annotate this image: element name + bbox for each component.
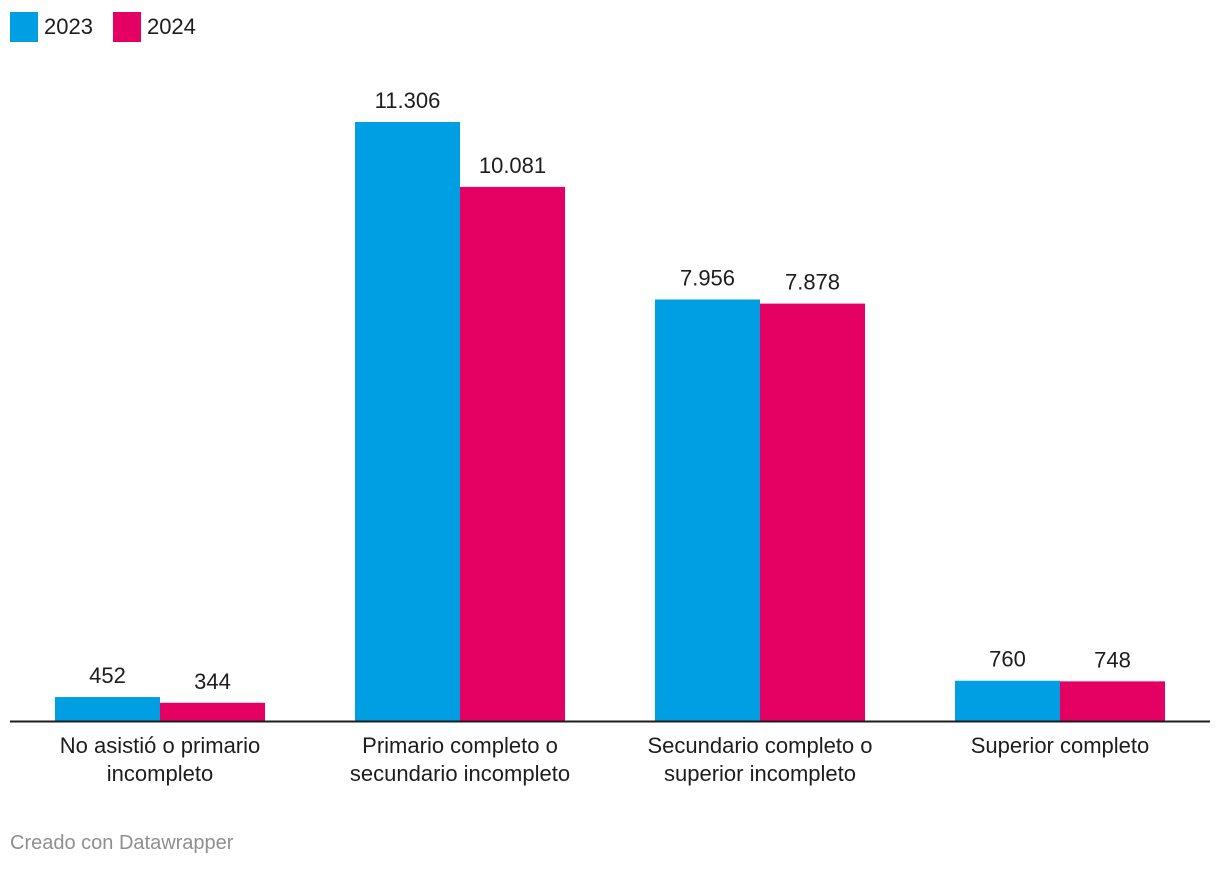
data-label-2023-0: 452 xyxy=(89,663,126,688)
x-tick-label-3: Superior completo xyxy=(971,733,1150,758)
bar-2023-3 xyxy=(955,680,1060,721)
data-label-2023-2: 7.956 xyxy=(680,265,735,290)
bar-2024-3 xyxy=(1060,681,1165,721)
legend: 2023 2024 xyxy=(10,12,196,42)
bar-2024-2 xyxy=(760,303,865,721)
legend-item-2024: 2024 xyxy=(112,12,196,42)
legend-item-2023: 2023 xyxy=(10,12,93,42)
bar-2023-0 xyxy=(55,697,160,721)
bar-2023-1 xyxy=(355,122,460,721)
legend-label-2023: 2023 xyxy=(44,14,93,39)
legend-swatch-2023 xyxy=(10,12,38,42)
bar-chart: 452 11.306 7.956 760 344 10.081 7.878 748 No asi… xyxy=(10,88,1210,786)
credit-text: Creado con Datawrapper xyxy=(10,832,234,854)
bar-2023-2 xyxy=(655,299,760,721)
bar-2024-1 xyxy=(460,186,565,722)
data-label-2024-3: 748 xyxy=(1094,647,1131,672)
data-label-2024-0: 344 xyxy=(194,669,231,694)
legend-label-2024: 2024 xyxy=(146,14,196,39)
data-label-2024-1: 10.081 xyxy=(479,153,546,178)
x-tick-label-2: Secundario completo o superior incompleto xyxy=(647,733,872,786)
bar-2024-0 xyxy=(160,702,265,721)
data-label-2023-1: 11.306 xyxy=(375,88,441,113)
data-label-2023-3: 760 xyxy=(989,647,1026,672)
x-tick-label-1: Primario completo o secundario incompleto xyxy=(350,733,570,786)
x-tick-label-0: No asistió o primario incompleto xyxy=(60,733,261,786)
legend-swatch-2024 xyxy=(112,12,141,42)
data-label-2024-2: 7.878 xyxy=(785,270,840,295)
